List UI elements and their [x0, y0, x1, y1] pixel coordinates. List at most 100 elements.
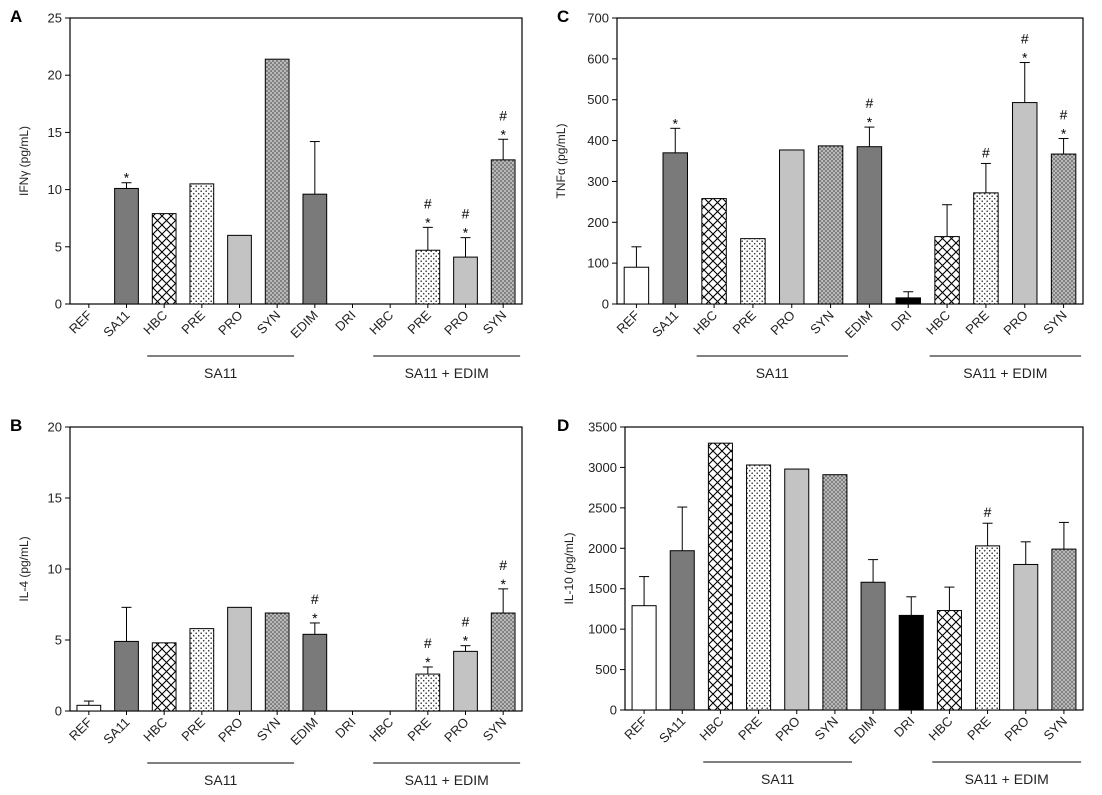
significance-hash: # [1021, 31, 1029, 47]
y-tick-label: 2500 [588, 500, 617, 515]
y-tick-label: 0 [55, 704, 62, 719]
x-tick-label: HBC [140, 308, 170, 338]
panel-letter: D [557, 416, 569, 435]
x-tick-label: SA11 [100, 715, 132, 747]
x-tick-label: REF [614, 307, 643, 336]
bar-pre [189, 628, 215, 712]
bar-pre [740, 238, 766, 305]
panel-b: B 0 5 10 15 20 IL-4 (pg/mL) REF SA11 HBC PRE PRO SYN… [0, 397, 551, 795]
y-tick-label: 5 [55, 633, 62, 648]
bar-pre [973, 192, 999, 305]
panel-letter: A [10, 7, 22, 26]
x-tick-label: HBC [697, 714, 727, 744]
x-tick-label: PRE [964, 713, 994, 743]
significance-hash: # [499, 557, 507, 573]
bar-sa11 [669, 550, 695, 711]
chart-d: D 0 500 1000 1500 2000 2500 3000 3500 IL-10 (pg/m… [557, 416, 1084, 787]
y-tick-label: 1500 [588, 581, 617, 596]
bar-pre [189, 183, 215, 305]
group-label: SA11 + EDIM [405, 772, 489, 788]
group-label: SA11 [204, 772, 237, 788]
bar-pre [415, 249, 441, 305]
significance-hash: # [982, 144, 990, 160]
bar-hbc [934, 236, 960, 305]
y-axis-label: TNFα (pg/mL) [554, 124, 568, 199]
x-tick-label: REF [66, 714, 95, 743]
significance-hash: # [866, 95, 874, 111]
bar-pro [1013, 563, 1039, 711]
bar-dri [895, 297, 921, 305]
panel-c: C 0 100 200 300 400 500 600 700 TNFα (pg/mL) REF SA… [551, 0, 1102, 397]
significance-star: * [463, 633, 469, 649]
x-tick-label: SYN [1040, 308, 1070, 338]
x-tick-label: HBC [926, 714, 956, 744]
y-tick-label: 10 [48, 182, 62, 197]
y-tick-label: 5 [55, 239, 62, 254]
bar-pre [975, 545, 1001, 711]
y-tick-label: 0 [610, 703, 617, 718]
x-tick-label: HBC [690, 308, 720, 338]
y-tick-label: 1000 [588, 622, 617, 637]
significance-star: * [312, 610, 318, 626]
bar-syn [490, 159, 516, 305]
bar-ref [631, 605, 657, 711]
x-tick-label: SYN [1041, 714, 1071, 744]
bar-pro [784, 468, 810, 711]
x-tick-label: HBC [366, 715, 396, 745]
bar-ref [623, 266, 650, 305]
x-tick-label: HBC [140, 715, 170, 745]
y-tick-label: 3500 [588, 420, 617, 435]
bar-pre [415, 673, 441, 712]
significance-hash: # [984, 504, 992, 520]
group-label: SA11 + EDIM [965, 771, 1049, 787]
significance-star: * [425, 214, 431, 230]
x-tick-label: PRO [215, 715, 246, 746]
y-tick-label: 200 [587, 215, 609, 230]
bar-pro [453, 650, 478, 712]
x-tick-label: SYN [480, 715, 510, 745]
y-tick-label: 0 [55, 297, 62, 312]
x-tick-label: PRO [767, 308, 798, 339]
x-tick-label: SA11 [649, 308, 681, 340]
significance-star: * [463, 225, 469, 241]
bar-hbc [151, 213, 177, 305]
x-tick-label: EDIM [842, 308, 876, 342]
x-tick-label: SYN [480, 308, 510, 338]
bar-dri [898, 614, 924, 711]
y-axis-label: IL-4 (pg/mL) [17, 536, 31, 601]
significance-star: * [673, 115, 679, 131]
y-tick-label: 20 [48, 68, 62, 83]
x-tick-label: DRI [332, 715, 358, 741]
bar-edim [302, 633, 328, 712]
y-tick-label: 600 [587, 51, 609, 66]
bar-pro [227, 234, 252, 305]
bar-hbc [936, 610, 962, 711]
significance-hash: # [1060, 107, 1068, 123]
y-axis-label: IL-10 (pg/mL) [562, 532, 576, 604]
group-label: SA11 [204, 365, 237, 381]
y-tick-label: 500 [595, 662, 617, 677]
bar-pro [1012, 102, 1038, 305]
bar-syn [1051, 548, 1077, 711]
bar-edim [860, 581, 886, 711]
x-tick-label: PRO [1001, 714, 1032, 745]
bar-pre [746, 464, 772, 711]
y-tick-label: 500 [587, 92, 609, 107]
group-label: SA11 [761, 771, 794, 787]
significance-hash: # [462, 206, 470, 222]
group-label: SA11 + EDIM [963, 365, 1047, 381]
x-tick-label: REF [621, 713, 650, 742]
significance-star: * [1061, 126, 1067, 142]
significance-star: * [124, 170, 130, 186]
x-tick-label: REF [66, 307, 95, 336]
y-tick-label: 15 [48, 491, 62, 506]
y-tick-label: 10 [48, 562, 62, 577]
bar-ref [76, 704, 102, 712]
bar-hbc [707, 442, 733, 711]
x-tick-label: HBC [366, 308, 396, 338]
x-tick-label: PRE [178, 714, 208, 744]
y-tick-label: 20 [48, 420, 62, 435]
